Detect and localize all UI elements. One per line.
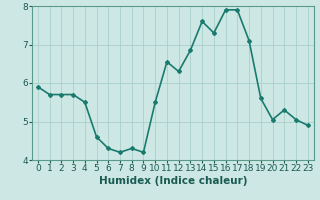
X-axis label: Humidex (Indice chaleur): Humidex (Indice chaleur) <box>99 176 247 186</box>
